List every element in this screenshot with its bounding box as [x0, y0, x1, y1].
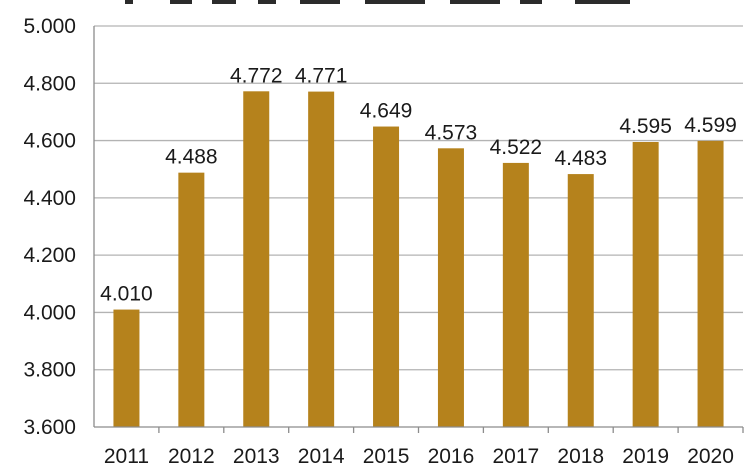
- bar-2013: [243, 91, 270, 427]
- bar-2014: [308, 91, 335, 428]
- bar-2017: [502, 162, 529, 428]
- x-tick-labels: 2011 2012 2013 2014 2015 2016 2017 2018 2019 2020: [104, 445, 734, 466]
- bars: [113, 91, 724, 428]
- x-tick-label: 2014: [298, 445, 345, 466]
- bar-2018: [567, 174, 594, 427]
- x-tick-label: 2020: [687, 445, 734, 466]
- data-label: 4.488: [165, 146, 218, 169]
- data-label: 4.771: [295, 65, 348, 88]
- y-tick-label: 5.000: [23, 15, 76, 38]
- y-tick-label: 4.000: [23, 301, 76, 324]
- data-label: 4.573: [425, 121, 478, 144]
- x-tick-label: 2015: [363, 445, 410, 466]
- data-label: 4.522: [490, 136, 543, 159]
- bar-2019: [632, 142, 659, 427]
- y-tick-label: 4.600: [23, 130, 76, 153]
- bar-2012: [178, 172, 205, 427]
- x-tick-label: 2011: [104, 445, 149, 466]
- bar-2020: [697, 140, 724, 428]
- y-tick-label: 3.800: [23, 359, 76, 382]
- data-label: 4.649: [360, 100, 413, 123]
- x-tick-label: 2019: [622, 445, 669, 466]
- y-tick-label: 4.200: [23, 244, 76, 267]
- data-label: 4.483: [554, 147, 607, 170]
- y-tick-label: 4.400: [23, 187, 76, 210]
- data-labels: 4.010 4.488 4.772 4.771 4.649 4.573 4.522 4.483…: [100, 64, 737, 305]
- data-label: 4.595: [619, 115, 672, 138]
- bar-2016: [437, 148, 464, 427]
- y-tick-label: 3.600: [23, 416, 76, 439]
- x-tick-label: 2018: [557, 445, 604, 466]
- axes: [93, 26, 744, 433]
- x-tick-label: 2016: [428, 445, 475, 466]
- data-label: 4.772: [230, 64, 283, 87]
- y-tick-labels: 3.600 3.800 4.000 4.200 4.400 4.600 4.800 5.000: [23, 15, 76, 439]
- x-tick-label: 2012: [168, 445, 215, 466]
- data-label: 4.010: [100, 283, 153, 306]
- bar-2011: [113, 309, 140, 427]
- x-tick-label: 2017: [492, 445, 539, 466]
- data-label: 4.599: [684, 114, 737, 137]
- bar-2015: [373, 126, 400, 427]
- x-tick-label: 2013: [233, 445, 280, 466]
- cropped-title-fragments: [125, 0, 630, 4]
- y-tick-label: 4.800: [23, 72, 76, 95]
